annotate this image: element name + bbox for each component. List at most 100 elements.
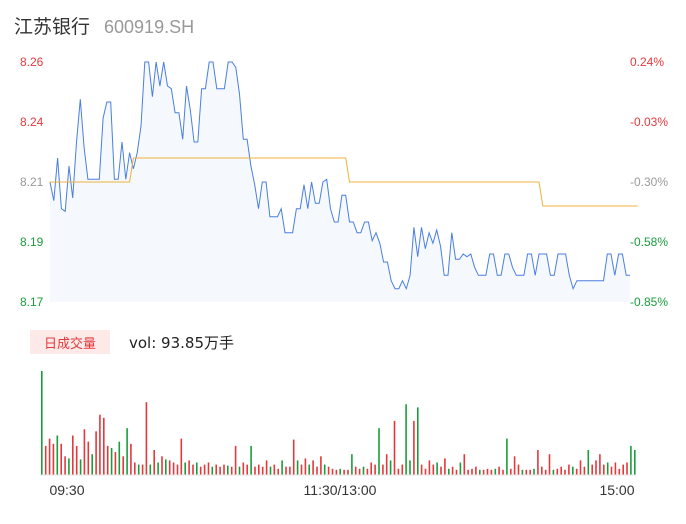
volume-bar (234, 445, 237, 475)
volume-bar (583, 466, 586, 475)
volume-bar (153, 450, 155, 475)
volume-bar (510, 468, 512, 475)
volume-bar (110, 448, 113, 475)
volume-bar (622, 464, 624, 475)
volume-bar (521, 469, 524, 475)
x-tick: 11:30/13:00 (304, 482, 377, 498)
volume-bar (370, 462, 372, 475)
volume-bar (339, 468, 341, 475)
volume-bar (382, 464, 384, 475)
volume-bar (277, 468, 279, 475)
volume-bar (149, 464, 152, 475)
volume-bar (285, 466, 287, 475)
volume-bar (385, 454, 388, 475)
volume-bar (99, 414, 101, 475)
volume-bar (451, 466, 454, 475)
volume-bar (75, 445, 78, 475)
volume-bar (250, 445, 252, 475)
volume-bar (358, 468, 361, 475)
volume-bar (374, 464, 376, 475)
volume-bar (610, 466, 613, 475)
y-tick-left: 8.19 (20, 235, 44, 249)
volume-bar (44, 445, 47, 475)
volume-bar (230, 466, 233, 475)
y-tick-right: 0.24% (630, 55, 664, 69)
volume-bar (378, 428, 380, 475)
volume-bar (103, 417, 105, 475)
volume-bar (626, 462, 628, 475)
volume-bar (498, 466, 500, 475)
volume-bar (440, 466, 442, 475)
volume-bar (114, 452, 117, 475)
volume-bar (157, 462, 159, 475)
volume-bar (587, 450, 590, 475)
volume-bar (413, 420, 415, 475)
volume-badge[interactable]: 日成交量 (30, 330, 110, 354)
volume-bar (494, 468, 497, 475)
volume-bar (126, 428, 128, 475)
y-tick-right: -0.30% (630, 175, 668, 189)
volume-bar (544, 469, 547, 475)
volume-bar (572, 466, 574, 475)
volume-bar (145, 402, 148, 475)
volume-bar (242, 462, 245, 475)
volume-bar (72, 435, 74, 475)
volume-bar (343, 469, 345, 475)
volume-bar (161, 456, 163, 475)
volume-bar (180, 438, 183, 475)
volume-bar (273, 464, 276, 475)
volume-bar (199, 466, 202, 475)
volume-bar (533, 468, 535, 475)
volume-bar (79, 459, 82, 475)
volume-bar (265, 460, 268, 475)
volume-bar (91, 454, 93, 475)
y-axis-left: 8.26 8.24 8.21 8.19 8.17 (20, 55, 44, 309)
volume-bar (168, 460, 171, 475)
volume-bar (595, 460, 597, 475)
volume-bar (203, 464, 206, 475)
volume-bar (223, 464, 225, 475)
volume-bar (486, 468, 489, 475)
volume-bar (541, 466, 543, 475)
volume-bar (490, 469, 493, 475)
volume-bar (165, 459, 167, 475)
volume-bar (393, 420, 396, 475)
volume-bar (463, 454, 466, 475)
volume-bar (548, 454, 551, 475)
volume-bar (172, 462, 175, 475)
volume-bar (347, 469, 349, 475)
stock-name: 江苏银行 (14, 16, 91, 38)
volume-bar (83, 429, 86, 475)
volume-bar (405, 404, 407, 475)
volume-bar (448, 468, 450, 475)
volume-bar (296, 460, 299, 475)
volume-bar (227, 465, 229, 475)
volume-bar (48, 438, 51, 475)
volume-bar (603, 464, 605, 475)
volume-bar (134, 462, 136, 475)
volume-bar (130, 443, 132, 475)
volume-bar (467, 469, 469, 475)
volume-bar (529, 469, 531, 475)
volume-bar (64, 456, 66, 475)
header: 江苏银行 600919.SH (14, 12, 194, 40)
x-axis-labels: 09:30 11:30/13:00 15:00 (49, 482, 634, 498)
volume-bar (436, 462, 438, 475)
y-tick-right: -0.58% (630, 235, 668, 249)
volume-bar (599, 454, 601, 475)
volume-bar (60, 443, 62, 475)
price-area (50, 62, 630, 302)
volume-bar (630, 445, 632, 475)
volume-bar (556, 468, 559, 475)
volume-bar (219, 466, 221, 475)
volume-bar (122, 456, 124, 475)
volume-bar (137, 464, 140, 475)
volume-bar (591, 464, 593, 475)
volume-bar (525, 469, 528, 475)
volume-readout: vol: 93.85万手 (129, 334, 234, 352)
volume-bar (560, 466, 562, 475)
volume-bar (634, 450, 636, 475)
volume-bar (261, 466, 264, 475)
volume-bar (455, 469, 458, 475)
